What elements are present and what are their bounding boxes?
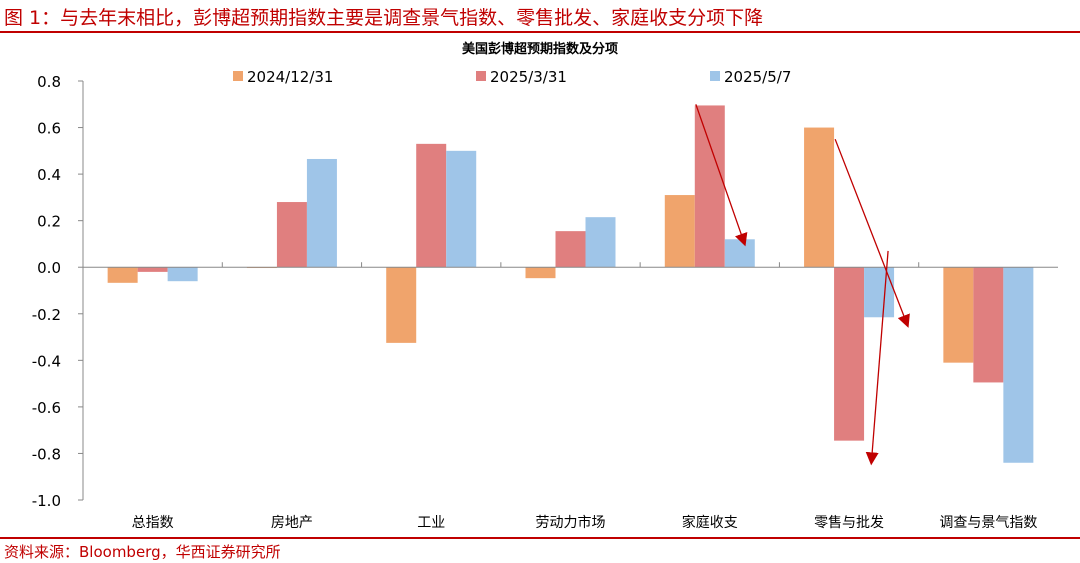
legend-swatch [710, 71, 720, 81]
bar-2025/3/31 [276, 202, 307, 268]
y-tick-label: 0.0 [37, 259, 61, 277]
bar-2025/3/31 [137, 267, 168, 272]
legend-label: 2024/12/31 [247, 68, 333, 86]
bar-2024/12/31 [525, 267, 556, 279]
x-tick-label: 家庭收支 [682, 514, 738, 531]
y-tick-label: -1.0 [32, 492, 61, 510]
trend-arrow [865, 250, 889, 466]
y-tick-label: -0.8 [32, 445, 61, 463]
x-tick-label: 劳动力市场 [536, 514, 606, 531]
bar-2025/3/31 [416, 143, 447, 268]
bar-2025/3/31 [694, 105, 725, 268]
trend-arrow [834, 138, 910, 328]
y-tick-label: -0.6 [32, 399, 61, 417]
bar-2025/5/7 [306, 158, 337, 268]
figure-title: 图 1：与去年末相比，彭博超预期指数主要是调查景气指数、零售批发、家庭收支分项下… [4, 7, 764, 29]
x-tick-label: 工业 [417, 515, 445, 531]
bar-2024/12/31 [107, 267, 138, 283]
legend-swatch [476, 71, 486, 81]
bar-2025/3/31 [555, 231, 586, 268]
y-tick-label: 0.6 [37, 120, 61, 138]
x-tick-label: 零售与批发 [814, 515, 884, 531]
legend-label: 2025/3/31 [490, 68, 567, 86]
source-divider [0, 537, 1080, 539]
y-tick-label: 0.4 [37, 166, 61, 184]
bar-2025/5/7 [724, 239, 755, 268]
source-note: 资料来源：Bloomberg，华西证券研究所 [4, 543, 281, 561]
y-tick-label: -0.4 [32, 352, 61, 370]
bar-2025/5/7 [167, 267, 198, 282]
bar-2024/12/31 [386, 267, 417, 343]
bar-2024/12/31 [943, 267, 974, 363]
legend-swatch [233, 71, 243, 81]
bar-2024/12/31 [804, 127, 835, 268]
bar-2025/3/31 [973, 267, 1004, 383]
bar-2025/5/7 [446, 150, 477, 268]
legend-label: 2025/5/7 [724, 68, 791, 86]
chart-title: 美国彭博超预期指数及分项 [462, 41, 618, 57]
x-tick-label: 总指数 [132, 515, 174, 531]
bar-2024/12/31 [664, 195, 695, 268]
title-divider [0, 31, 1080, 33]
bar-2025/3/31 [834, 267, 865, 441]
y-tick-label: 0.2 [37, 213, 61, 231]
y-tick-label: -0.2 [32, 306, 61, 324]
x-tick-label: 房地产 [271, 515, 313, 531]
trend-arrow [695, 104, 748, 247]
x-tick-label: 调查与景气指数 [939, 515, 1037, 531]
bar-2025/5/7 [585, 217, 616, 268]
bar-2025/5/7 [1003, 267, 1034, 463]
bar-2025/5/7 [864, 267, 895, 318]
y-tick-label: 0.8 [37, 73, 61, 91]
